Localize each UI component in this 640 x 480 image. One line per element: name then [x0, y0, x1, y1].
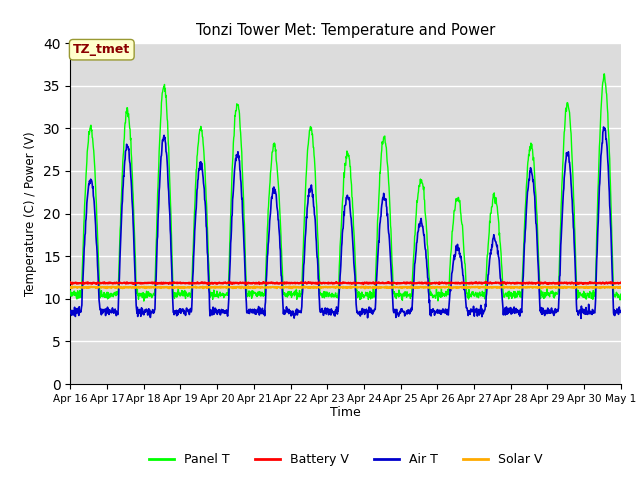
Title: Tonzi Tower Met: Temperature and Power: Tonzi Tower Met: Temperature and Power	[196, 23, 495, 38]
X-axis label: Time: Time	[330, 407, 361, 420]
Y-axis label: Temperature (C) / Power (V): Temperature (C) / Power (V)	[24, 132, 38, 296]
Text: TZ_tmet: TZ_tmet	[73, 43, 131, 56]
Legend: Panel T, Battery V, Air T, Solar V: Panel T, Battery V, Air T, Solar V	[144, 448, 547, 471]
